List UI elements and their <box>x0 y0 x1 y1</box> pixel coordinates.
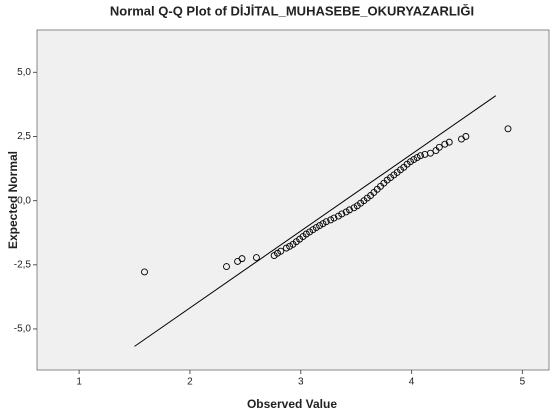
point <box>274 249 281 257</box>
point <box>330 214 338 222</box>
point <box>441 140 449 148</box>
point <box>445 138 453 146</box>
point <box>416 152 424 160</box>
y-tick-label: -5,0 <box>14 324 32 335</box>
point <box>312 224 320 232</box>
x-axis-title: Observed Value <box>247 397 337 411</box>
point <box>410 156 418 164</box>
point <box>252 254 260 262</box>
point <box>435 143 443 151</box>
y-tick-label: 5,0 <box>17 67 31 78</box>
point <box>238 255 246 263</box>
point <box>141 268 148 276</box>
point <box>223 263 230 271</box>
x-tick-label: 1 <box>76 377 82 388</box>
point <box>319 220 327 228</box>
point <box>322 218 330 226</box>
plot-area <box>36 29 550 371</box>
y-axis-title: Expected Normal <box>6 151 20 249</box>
y-tick-label: 2,5 <box>17 131 31 142</box>
point <box>302 230 310 238</box>
y-tick-label: 0,0 <box>17 195 31 206</box>
point <box>282 244 290 252</box>
point <box>462 133 470 140</box>
x-tick-label: 4 <box>409 377 415 388</box>
reference-line <box>134 95 497 347</box>
point <box>286 242 294 250</box>
point <box>342 208 350 216</box>
point <box>327 216 335 224</box>
point <box>309 226 317 234</box>
x-tick-label: 5 <box>520 377 526 388</box>
point <box>316 222 324 229</box>
point <box>413 154 421 161</box>
chart-title: Normal Q-Q Plot of DİJİTAL_MUHASEBE_OKUR… <box>110 3 474 18</box>
x-tick-label: 3 <box>298 377 304 388</box>
y-tick-label: -2,5 <box>14 259 32 270</box>
point <box>407 158 414 166</box>
point <box>504 125 512 133</box>
point <box>277 247 285 255</box>
point <box>350 204 358 212</box>
point <box>334 212 342 220</box>
point <box>346 206 353 214</box>
point <box>426 149 434 157</box>
x-tick-label: 2 <box>187 377 193 388</box>
point <box>338 210 346 218</box>
